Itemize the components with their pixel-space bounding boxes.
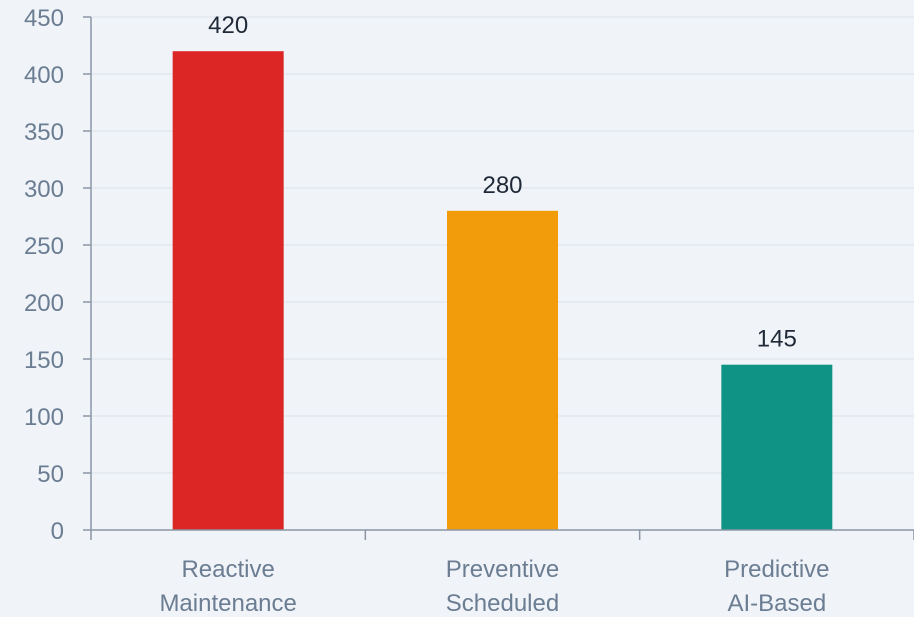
x-category-label: AI-Based xyxy=(727,590,826,617)
x-category-label: Preventive xyxy=(446,556,559,583)
y-axis-ticks: 0 50 100 150 200 250 300 350 400 450 xyxy=(24,5,91,545)
y-tick-label: 50 xyxy=(37,461,64,488)
axes xyxy=(90,17,914,531)
data-labels: 420 280 145 xyxy=(208,12,797,353)
y-tick-label: 350 xyxy=(24,119,64,146)
y-tick-label: 450 xyxy=(24,5,64,32)
bar xyxy=(447,210,558,531)
x-category-label: Maintenance xyxy=(159,590,296,617)
data-label: 145 xyxy=(757,326,797,353)
x-category-label: Predictive xyxy=(724,556,829,583)
x-axis-ticks: Reactive Maintenance Preventive Scheduled Pr… xyxy=(90,530,914,617)
y-tick-label: 400 xyxy=(24,62,64,89)
y-tick-label: 0 xyxy=(51,518,64,545)
bar xyxy=(721,364,833,530)
bar xyxy=(172,51,284,530)
data-label: 280 xyxy=(482,172,522,199)
y-tick-label: 200 xyxy=(24,290,64,317)
data-label: 420 xyxy=(208,12,248,39)
x-category-label: Scheduled xyxy=(446,590,559,617)
x-category-label: Reactive xyxy=(181,556,274,583)
y-tick-label: 150 xyxy=(24,347,64,374)
y-tick-label: 100 xyxy=(24,404,64,431)
y-tick-label: 250 xyxy=(24,233,64,260)
bars xyxy=(172,51,833,531)
y-tick-label: 300 xyxy=(24,176,64,203)
